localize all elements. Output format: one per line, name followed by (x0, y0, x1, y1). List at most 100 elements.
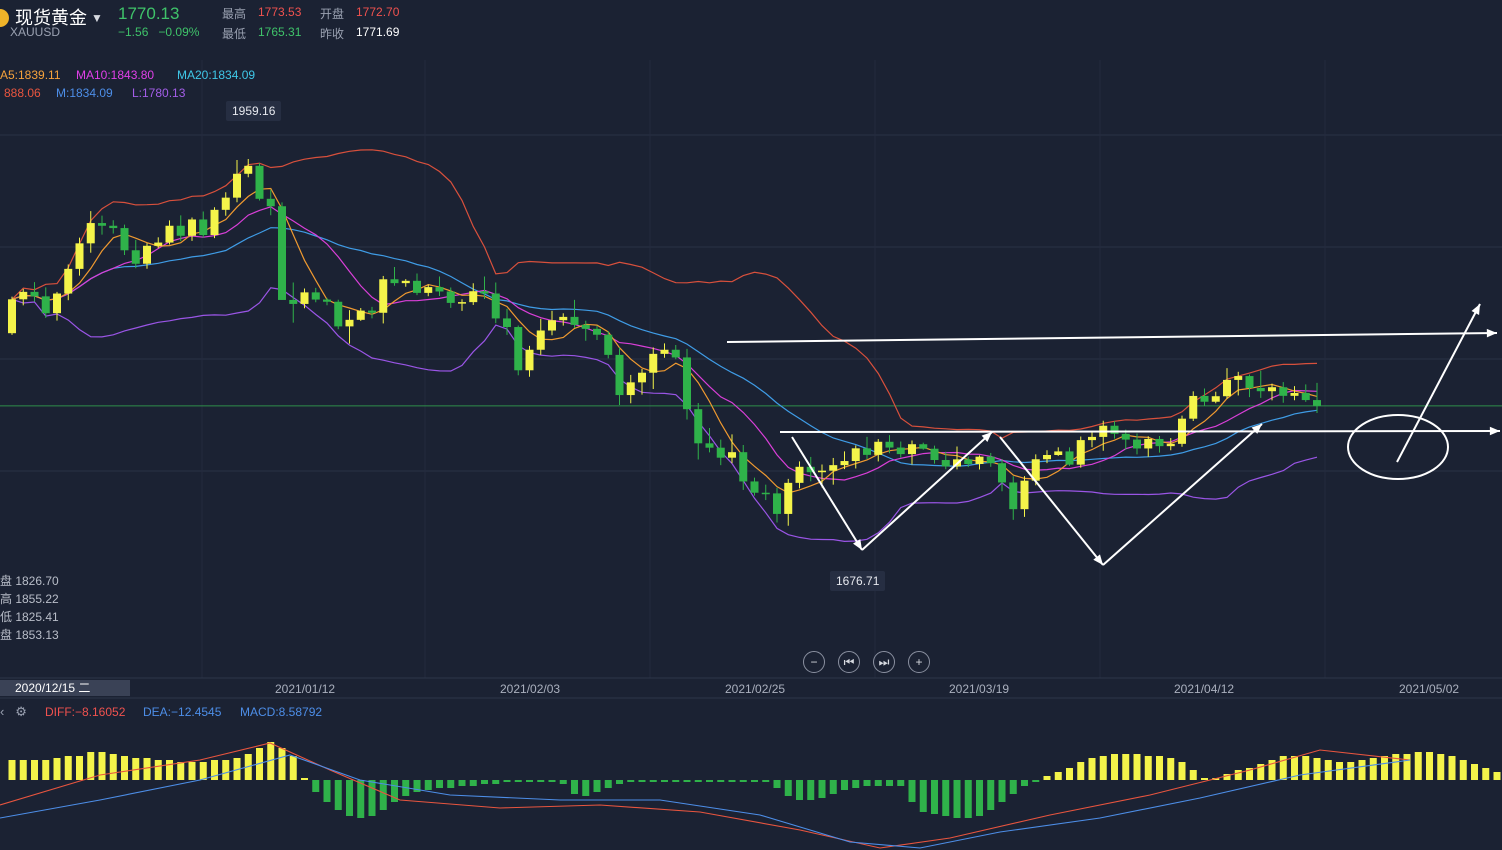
candle (683, 357, 691, 410)
candle (649, 353, 658, 373)
macd-bar (76, 756, 83, 780)
macd-bar (638, 780, 646, 782)
macd-bar (1144, 756, 1152, 780)
macd-bar (53, 758, 61, 780)
macd-bar (717, 780, 725, 782)
macd-bar (413, 780, 421, 792)
candle (1223, 379, 1231, 397)
candle (536, 330, 545, 350)
candle (1211, 396, 1220, 402)
candle (874, 441, 883, 455)
zoom-out-button[interactable]: − (803, 651, 825, 673)
candle (638, 372, 646, 383)
candle (570, 316, 579, 325)
macd-bar (1178, 762, 1186, 780)
candle (548, 320, 556, 331)
candle (289, 299, 298, 304)
macd-bar (1223, 774, 1231, 780)
macd-bar (1257, 764, 1265, 780)
ma10-legend: MA10:1843.80 (76, 68, 155, 82)
macd-bar (8, 760, 16, 780)
macd-bar (1448, 756, 1456, 780)
macd-bar (784, 780, 792, 796)
macd-bar (1414, 752, 1422, 780)
macd-bar (1122, 754, 1130, 780)
candle (739, 452, 748, 482)
macd-bar (177, 762, 185, 780)
macd-bar (492, 780, 500, 784)
chevron-down-icon[interactable]: ▼ (91, 11, 103, 25)
macd-bar (526, 780, 533, 782)
candle (1009, 482, 1018, 510)
macd-bar (953, 780, 961, 818)
macd-bar (1189, 770, 1197, 780)
ohlc-close: 盘 1853.13 (0, 628, 59, 642)
x-tick-label: 2021/02/25 (725, 682, 786, 696)
candle (458, 302, 466, 304)
macd-bar (233, 758, 241, 780)
candle (1166, 443, 1175, 447)
macd-bar (447, 780, 455, 788)
macd-bar (762, 780, 770, 782)
candle (1076, 440, 1085, 465)
macd-bar (267, 742, 275, 780)
macd-bar (683, 780, 691, 782)
macd-bar (1482, 768, 1490, 780)
macd-bar (188, 762, 196, 780)
prev-close-value: 1771.69 (356, 25, 400, 39)
macd-bar (706, 780, 713, 782)
macd-bar (132, 758, 140, 780)
macd-bar (582, 780, 590, 796)
breakout-line (1396, 303, 1481, 463)
macd-bar (739, 780, 747, 782)
candle (311, 292, 320, 300)
macd-bar (1279, 756, 1287, 780)
x-tick-label: 2021/05/02 (1399, 682, 1460, 696)
macd-bar (874, 780, 882, 786)
macd-bar (154, 760, 162, 780)
macd-bar (1324, 760, 1332, 780)
candle (660, 349, 669, 354)
candle (908, 444, 916, 455)
candle (1189, 395, 1198, 419)
boll-mid-legend: M:1834.09 (56, 86, 113, 100)
candle (694, 409, 703, 444)
macd-bar (987, 780, 995, 810)
trend-down-line (999, 436, 1104, 566)
candle (1031, 459, 1040, 481)
candle (1054, 451, 1063, 456)
skip-back-button[interactable]: ⏮ (838, 651, 860, 673)
candle (784, 482, 793, 514)
macd-bar (1234, 770, 1242, 780)
macd-bar (751, 780, 758, 782)
candle (1121, 433, 1130, 440)
neckline (779, 430, 1501, 433)
candle (8, 299, 16, 334)
zoom-in-button[interactable]: + (908, 651, 930, 673)
macd-bar (976, 780, 983, 816)
boll-upper-legend: 888.06 (4, 86, 41, 100)
macd-bar (1032, 780, 1040, 782)
candle (356, 310, 365, 320)
skip-forward-button[interactable]: ⏭ (873, 651, 895, 673)
candle (491, 293, 500, 319)
macd-bar (841, 780, 848, 790)
prev-close-label: 昨收 (320, 27, 345, 41)
candle (1020, 480, 1029, 510)
ma5-line (11, 187, 1318, 494)
macd-bar (1246, 768, 1253, 780)
settings-icon[interactable]: ⚙ (15, 704, 27, 719)
candle (143, 245, 151, 264)
macd-bar (436, 780, 443, 788)
candle (761, 492, 770, 495)
macd-bar (537, 780, 545, 782)
collapse-icon[interactable]: ‹ (0, 704, 5, 719)
candle (446, 291, 455, 303)
instrument-title[interactable]: 现货黄金 ▼ (0, 4, 103, 30)
candle (1200, 395, 1209, 402)
candle (390, 279, 399, 284)
candle (773, 493, 781, 514)
candle (964, 459, 973, 464)
macd-bar (391, 780, 398, 802)
